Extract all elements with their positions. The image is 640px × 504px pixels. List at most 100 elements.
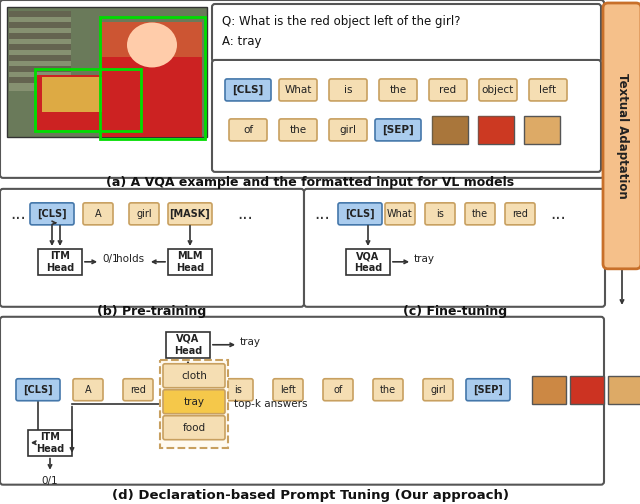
Text: A: tray: A: tray	[222, 35, 262, 48]
Text: red: red	[130, 385, 146, 395]
Text: is: is	[344, 85, 352, 95]
Text: the: the	[389, 85, 406, 95]
FancyBboxPatch shape	[379, 79, 417, 101]
FancyBboxPatch shape	[212, 60, 601, 172]
Bar	[432, 116, 468, 144]
Text: Q: What is the red object left of the girl?: Q: What is the red object left of the gi…	[222, 16, 461, 29]
FancyBboxPatch shape	[163, 364, 225, 388]
FancyBboxPatch shape	[524, 116, 560, 144]
FancyBboxPatch shape	[166, 379, 210, 401]
Text: [CLS]: [CLS]	[37, 209, 67, 219]
FancyBboxPatch shape	[608, 376, 640, 404]
FancyBboxPatch shape	[603, 3, 640, 269]
FancyBboxPatch shape	[432, 116, 468, 144]
Text: of: of	[333, 385, 342, 395]
Text: [SEP]: [SEP]	[473, 385, 503, 395]
FancyBboxPatch shape	[423, 379, 453, 401]
FancyBboxPatch shape	[0, 0, 604, 178]
FancyBboxPatch shape	[168, 249, 212, 275]
Text: girl: girl	[430, 385, 446, 395]
FancyBboxPatch shape	[123, 379, 153, 401]
Text: VQA
Head: VQA Head	[354, 251, 382, 273]
Text: ITM
Head: ITM Head	[36, 432, 64, 454]
Text: Textual Adaptation: Textual Adaptation	[616, 73, 628, 199]
Text: girl: girl	[136, 209, 152, 219]
FancyBboxPatch shape	[329, 79, 367, 101]
FancyBboxPatch shape	[385, 203, 415, 225]
FancyBboxPatch shape	[168, 203, 212, 225]
Text: What: What	[387, 209, 413, 219]
FancyBboxPatch shape	[478, 116, 514, 144]
Text: ITM
Head: ITM Head	[46, 251, 74, 273]
Text: (d) Declaration-based Prompt Tuning (Our approach): (d) Declaration-based Prompt Tuning (Our…	[111, 489, 509, 502]
FancyBboxPatch shape	[163, 390, 225, 414]
Text: girl: girl	[339, 125, 356, 135]
Text: VQA
Head: VQA Head	[174, 334, 202, 355]
Text: (a) A VQA example and the formatted input for VL models: (a) A VQA example and the formatted inpu…	[106, 176, 514, 190]
FancyBboxPatch shape	[163, 416, 225, 439]
Bar	[478, 116, 514, 144]
FancyBboxPatch shape	[425, 203, 455, 225]
Bar	[9, 55, 71, 61]
Text: red: red	[440, 85, 456, 95]
Bar	[9, 77, 71, 83]
Text: 0/1: 0/1	[42, 476, 58, 486]
FancyBboxPatch shape	[223, 379, 253, 401]
Text: [CLS]: [CLS]	[232, 85, 264, 95]
Bar	[102, 22, 202, 137]
Text: left: left	[540, 85, 557, 95]
Text: is: is	[436, 209, 444, 219]
Text: top-k answers: top-k answers	[234, 399, 307, 409]
FancyBboxPatch shape	[129, 203, 159, 225]
FancyBboxPatch shape	[166, 332, 210, 358]
FancyBboxPatch shape	[465, 203, 495, 225]
Text: [CLS]: [CLS]	[23, 385, 53, 395]
FancyBboxPatch shape	[0, 189, 304, 307]
FancyBboxPatch shape	[73, 379, 103, 401]
Text: A: A	[95, 209, 101, 219]
Text: is: is	[234, 385, 242, 395]
FancyBboxPatch shape	[505, 203, 535, 225]
Bar	[9, 11, 71, 91]
FancyBboxPatch shape	[466, 379, 510, 401]
FancyBboxPatch shape	[229, 119, 267, 141]
Text: A: A	[84, 385, 92, 395]
Bar	[42, 77, 112, 112]
Text: the: the	[472, 209, 488, 219]
Bar	[37, 75, 137, 130]
Bar	[102, 57, 202, 137]
FancyBboxPatch shape	[304, 189, 605, 307]
Text: ...: ...	[550, 205, 566, 223]
Bar	[9, 33, 71, 39]
FancyBboxPatch shape	[83, 203, 113, 225]
Text: (c) Fine-tuning: (c) Fine-tuning	[403, 305, 507, 319]
FancyBboxPatch shape	[160, 360, 228, 448]
Text: tray: tray	[240, 337, 261, 347]
Text: tray: tray	[414, 254, 435, 264]
Text: food: food	[182, 423, 205, 433]
Text: the: the	[289, 125, 307, 135]
Text: 0/1: 0/1	[102, 254, 118, 264]
FancyBboxPatch shape	[373, 379, 403, 401]
Text: cloth: cloth	[181, 371, 207, 381]
FancyBboxPatch shape	[279, 119, 317, 141]
Text: ...: ...	[314, 205, 330, 223]
Bar	[9, 11, 71, 17]
Text: left: left	[280, 385, 296, 395]
FancyBboxPatch shape	[323, 379, 353, 401]
FancyBboxPatch shape	[375, 119, 421, 141]
FancyBboxPatch shape	[429, 79, 467, 101]
Ellipse shape	[127, 23, 177, 68]
Text: [CLS]: [CLS]	[345, 209, 375, 219]
FancyBboxPatch shape	[532, 376, 566, 404]
FancyBboxPatch shape	[338, 203, 382, 225]
Text: [SEP]: [SEP]	[382, 125, 414, 135]
FancyBboxPatch shape	[16, 379, 60, 401]
Text: ...: ...	[237, 205, 253, 223]
Bar	[9, 44, 71, 50]
FancyBboxPatch shape	[225, 79, 271, 101]
Bar	[9, 66, 71, 72]
FancyBboxPatch shape	[529, 79, 567, 101]
FancyBboxPatch shape	[28, 430, 72, 456]
Bar	[9, 22, 71, 28]
